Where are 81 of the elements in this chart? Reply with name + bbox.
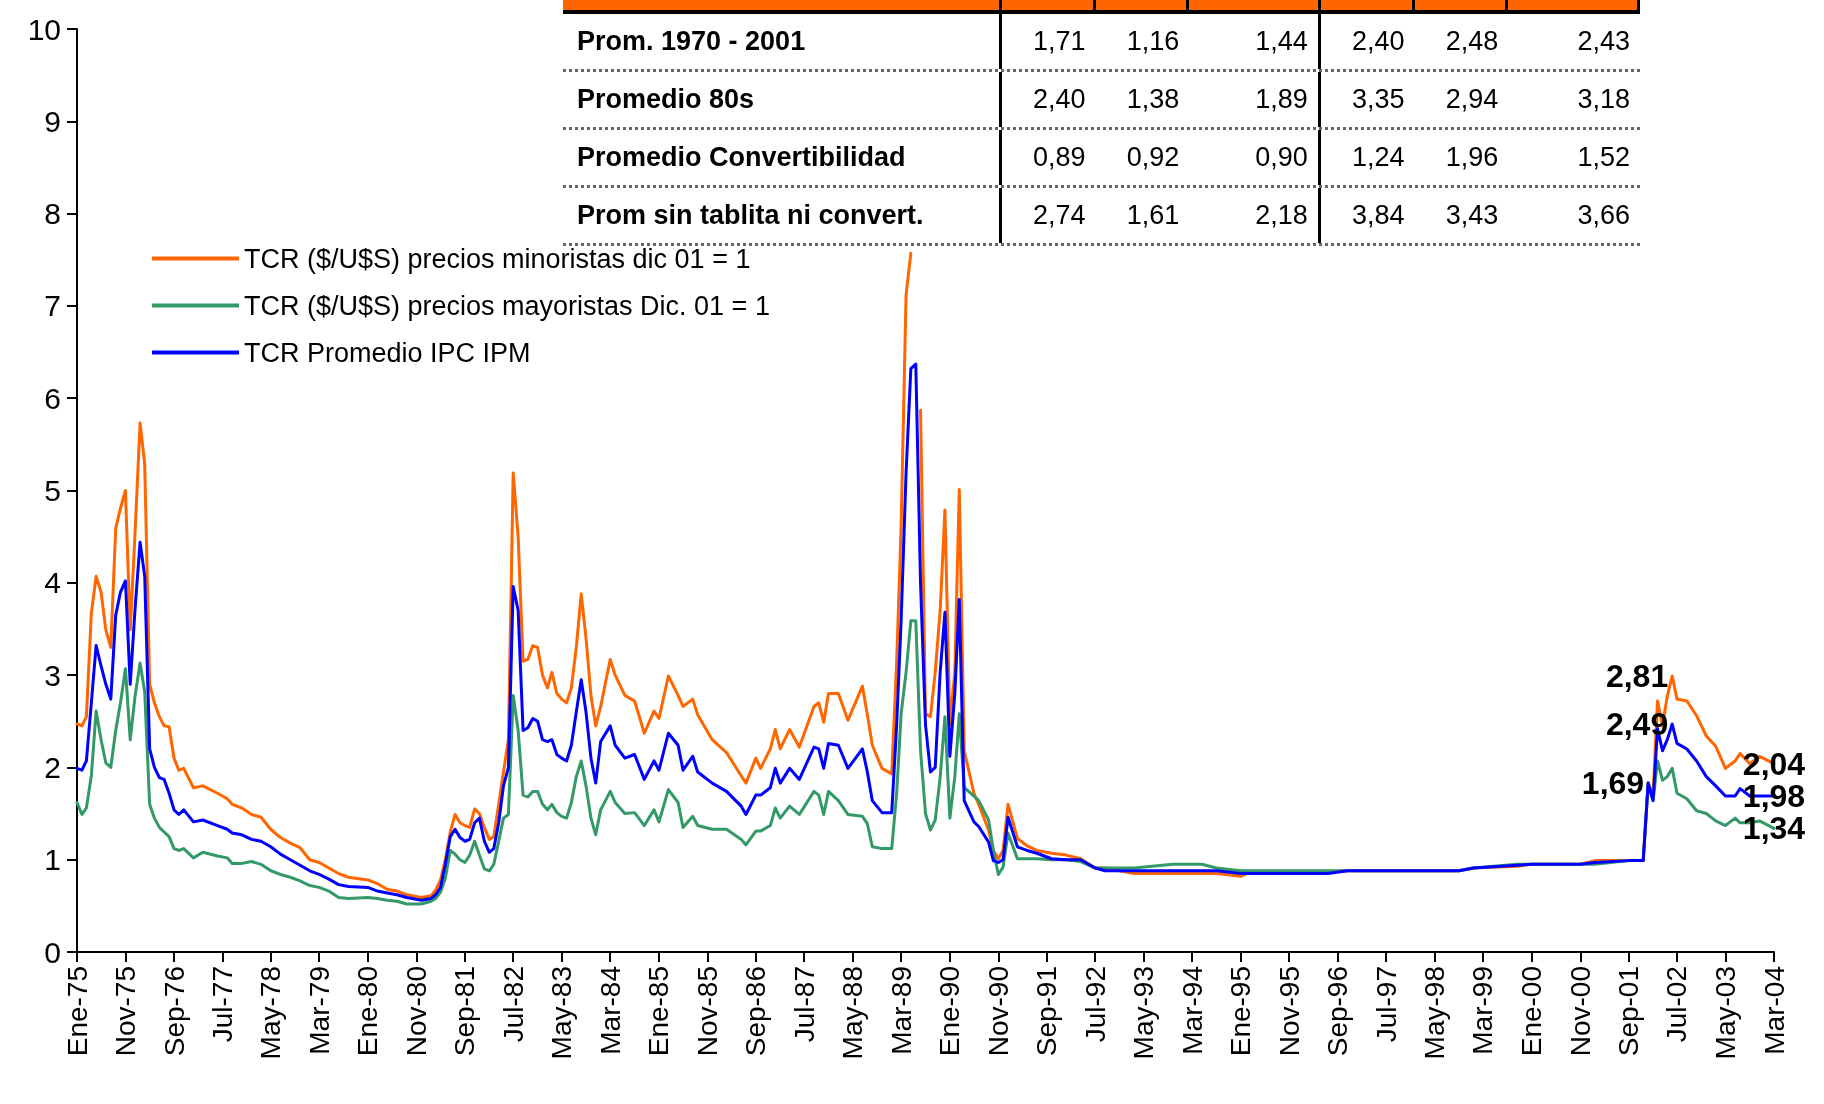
x-tick-label: Ene-80	[352, 966, 384, 1057]
annotation: Promedio Convertibilidad	[563, 130, 1002, 185]
annotation: 3,43	[1444, 199, 1500, 232]
x-tick-label: Mar-79	[303, 966, 335, 1055]
annotation: 1,52	[1576, 141, 1631, 174]
annotation: 2,94	[1444, 83, 1500, 116]
x-tick-label: Jul-77	[206, 966, 238, 1043]
annotation: 1,44	[1189, 14, 1321, 69]
x-tick-label: Sep-91	[1031, 966, 1063, 1057]
y-tick-label: 3	[44, 658, 61, 692]
legend-label: TCR Promedio IPC IPM	[244, 337, 531, 368]
x-tick-label: Mar-99	[1467, 966, 1499, 1055]
y-tick-label: 4	[44, 566, 61, 600]
x-tick-label: Sep-86	[740, 966, 772, 1057]
legend-label: TCR ($/U$S) precios minoristas dic 01 = 1	[244, 243, 751, 274]
annotation: 0,92	[1125, 141, 1181, 174]
x-tick-label: Mar-04	[1758, 966, 1790, 1055]
x-tick-label: Sep-76	[158, 966, 190, 1057]
x-tick-label: Mar-84	[594, 966, 626, 1055]
annotation: Promedio 80s	[563, 72, 1002, 127]
x-tick-label: Nov-00	[1564, 966, 1596, 1057]
x-tick-label: Sep-01	[1613, 966, 1645, 1057]
x-tick-label: Nov-75	[109, 966, 141, 1057]
x-tick-label: Jul-02	[1661, 966, 1693, 1043]
x-tick-label: Ene-75	[61, 966, 93, 1057]
x-tick-label: May-83	[546, 966, 578, 1060]
annotation: Prom sin tablita ni convert.	[563, 188, 1002, 243]
y-tick-label: 5	[44, 474, 61, 507]
annotation: 3,35	[1351, 83, 1406, 116]
y-tick-label: 2	[44, 750, 61, 784]
annotation: 2,43	[1576, 25, 1631, 58]
annotation: 1,96	[1444, 141, 1500, 174]
annotation: 1,16	[1125, 25, 1181, 58]
annotation: 2,48	[1444, 25, 1500, 58]
x-tick-label: Jul-87	[788, 966, 820, 1043]
annotation: 1,89	[1189, 72, 1321, 127]
annotation: 2,74	[1031, 199, 1087, 232]
x-tick-label: Nov-95	[1273, 966, 1305, 1057]
x-tick-label: Jul-92	[1079, 966, 1111, 1043]
x-tick-label: May-78	[255, 966, 287, 1060]
x-tick-label: May-88	[837, 966, 869, 1060]
y-tick-label: 10	[27, 12, 61, 46]
x-tick-label: Jul-82	[497, 966, 529, 1043]
annotation: 2,04	[1742, 745, 1806, 782]
annotation: 0,89	[1031, 141, 1087, 174]
x-tick-label: May-98	[1419, 966, 1450, 1060]
annotation: 1,71	[1031, 25, 1087, 58]
x-tick-label: Sep-96	[1322, 966, 1354, 1057]
annotation: 2,40	[1031, 83, 1087, 116]
x-tick-label: Mar-94	[1176, 966, 1208, 1055]
y-tick-label: 9	[44, 104, 61, 138]
x-tick-label: Ene-95	[1225, 966, 1257, 1057]
x-tick-label: May-93	[1128, 966, 1160, 1060]
annotation: 3,18	[1576, 83, 1631, 116]
annotation: 2,18	[1189, 188, 1321, 243]
x-tick-label: Nov-85	[691, 966, 723, 1057]
annotation: 0,90	[1189, 130, 1321, 185]
x-tick-label: Ene-90	[934, 966, 966, 1057]
annotation: 1,61	[1125, 199, 1181, 232]
annotation: 3,84	[1351, 199, 1406, 232]
x-tick-label: Sep-81	[449, 966, 481, 1057]
y-tick-label: 1	[44, 843, 61, 877]
annotation: Prom. 1970 - 2001	[563, 14, 1002, 69]
x-tick-label: May-03	[1709, 966, 1741, 1060]
x-tick-label: Nov-90	[982, 966, 1014, 1057]
annotation: 1,69	[1581, 765, 1645, 802]
x-tick-label: Ene-00	[1516, 966, 1548, 1057]
y-tick-label: 7	[44, 289, 61, 323]
annotation: 2,40	[1351, 25, 1406, 58]
x-tick-label: Nov-80	[401, 966, 432, 1057]
y-tick-label: 6	[44, 381, 61, 415]
legend-label: TCR ($/U$S) precios mayoristas Dic. 01 = 1	[244, 290, 770, 321]
x-tick-label: Jul-97	[1370, 966, 1402, 1043]
y-tick-label: 0	[44, 935, 61, 969]
x-tick-label: Mar-89	[885, 966, 917, 1055]
annotation: 1,38	[1125, 83, 1181, 116]
y-tick-label: 8	[44, 197, 61, 231]
annotation: 1,24	[1351, 141, 1406, 174]
annotation: 3,66	[1576, 199, 1631, 232]
x-tick-label: Ene-85	[643, 966, 675, 1057]
annotation: 2,81	[1605, 658, 1669, 695]
